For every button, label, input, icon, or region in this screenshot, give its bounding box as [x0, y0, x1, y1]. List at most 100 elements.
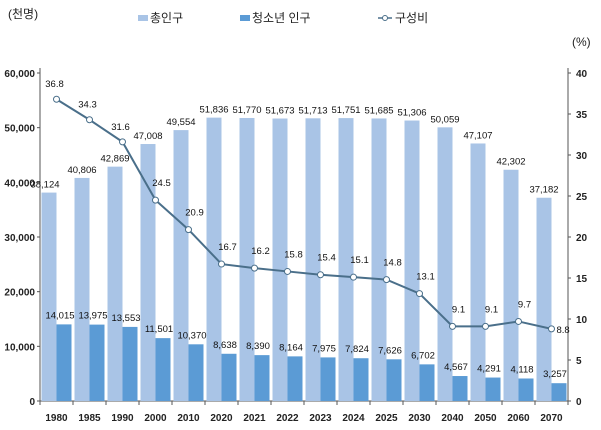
data-label-youth: 7,824 — [345, 344, 369, 355]
data-label-total: 50,059 — [430, 114, 459, 125]
bar-youth-population — [122, 326, 138, 401]
right-axis-unit: (%) — [572, 35, 591, 49]
bar-total-population — [272, 118, 288, 401]
left-axis-unit: (천명) — [8, 6, 38, 21]
point-ratio — [185, 226, 192, 234]
line-ratio — [55, 98, 552, 330]
data-label-youth: 10,370 — [177, 330, 206, 341]
x-axis-tick-label: 2023 — [309, 413, 332, 424]
data-label-ratio: 16.2 — [251, 246, 270, 257]
left-axis-tick-label: 30,000 — [4, 233, 35, 244]
x-axis-tick-label: 2030 — [408, 413, 431, 424]
data-label-youth: 13,553 — [111, 313, 140, 324]
legend-label-total: 총인구 — [150, 11, 183, 25]
point-ratio — [284, 267, 291, 275]
bar-youth-population — [353, 358, 369, 401]
bar-youth-population — [155, 338, 171, 401]
data-label-ratio: 31.6 — [111, 122, 130, 133]
data-label-total: 51,713 — [298, 105, 327, 116]
bar-youth-population — [452, 376, 468, 401]
bar-total-population — [338, 118, 354, 401]
data-label-ratio: 14.8 — [383, 258, 402, 269]
data-label-ratio: 9.1 — [485, 304, 498, 315]
right-axis-tick-label: 30 — [576, 151, 588, 162]
point-ratio — [416, 290, 423, 298]
data-label-youth: 13,975 — [78, 311, 107, 322]
x-axis-tick-label: 2010 — [177, 413, 200, 424]
bar-total-population — [107, 166, 123, 401]
data-label-youth: 7,626 — [378, 345, 402, 356]
data-label-youth: 11,501 — [145, 324, 173, 335]
data-label-total: 47,107 — [463, 130, 492, 141]
data-label-ratio: 13.1 — [416, 272, 435, 283]
bar-youth-population — [254, 355, 270, 401]
point-ratio — [251, 264, 258, 272]
legend-label-ratio: 구성비 — [395, 11, 428, 25]
right-axis-tick-label: 40 — [576, 69, 588, 80]
bar-total-population — [173, 130, 189, 401]
data-label-total: 51,751 — [331, 105, 360, 116]
point-ratio — [53, 95, 60, 103]
x-axis-tick-label: 2040 — [441, 413, 464, 424]
bar-youth-population — [320, 357, 336, 401]
right-axis-tick-label: 15 — [576, 274, 588, 285]
data-label-ratio: 36.8 — [45, 79, 64, 90]
data-label-youth: 7,975 — [312, 343, 336, 354]
data-label-ratio: 15.1 — [350, 255, 369, 266]
left-axis-tick-label: 50,000 — [4, 124, 35, 135]
data-label-youth: 14,015 — [45, 310, 74, 321]
left-axis-tick-label: 20,000 — [4, 288, 35, 299]
x-axis-tick-label: 2000 — [144, 413, 167, 424]
bar-total-population — [404, 120, 420, 402]
data-label-total: 51,836 — [199, 105, 228, 116]
data-label-total: 49,554 — [166, 117, 195, 128]
right-axis-tick-label: 25 — [576, 192, 588, 203]
bar-youth-population — [89, 324, 105, 401]
bar-total-population — [503, 169, 519, 401]
point-ratio — [119, 138, 126, 146]
right-axis-tick-label: 5 — [576, 356, 582, 367]
x-axis-tick-label: 1980 — [45, 413, 68, 424]
data-label-youth: 8,164 — [279, 342, 303, 353]
point-ratio — [317, 271, 324, 279]
data-label-ratio: 16.7 — [218, 242, 237, 253]
data-label-ratio: 24.5 — [152, 178, 171, 189]
data-label-total: 42,869 — [100, 154, 129, 165]
data-label-ratio: 20.9 — [185, 208, 204, 219]
x-axis-tick-label: 2021 — [243, 413, 266, 424]
data-label-total: 51,770 — [232, 105, 261, 116]
data-label-ratio: 9.1 — [452, 304, 465, 315]
bar-total-population — [239, 117, 255, 402]
legend-swatch-total — [138, 15, 148, 21]
data-label-ratio: 15.4 — [317, 253, 336, 264]
x-axis-tick-label: 1990 — [111, 413, 134, 424]
point-ratio — [548, 325, 555, 333]
data-label-ratio: 15.8 — [284, 249, 303, 260]
data-label-youth: 4,118 — [510, 364, 533, 375]
data-label-youth: 4,567 — [444, 362, 468, 373]
x-axis-tick-label: 2020 — [210, 413, 233, 424]
left-axis-tick-label: 40,000 — [4, 178, 35, 189]
bar-total-population — [536, 197, 552, 401]
point-ratio — [86, 116, 93, 124]
data-label-ratio: 9.7 — [518, 299, 531, 310]
right-axis-tick-label: 35 — [576, 110, 588, 121]
left-axis-tick-label: 60,000 — [4, 69, 35, 80]
data-label-total: 51,685 — [364, 105, 393, 116]
data-label-youth: 4,291 — [477, 364, 501, 375]
right-axis-tick-label: 10 — [576, 315, 588, 326]
point-ratio — [383, 276, 390, 284]
data-label-youth: 3,257 — [543, 369, 567, 380]
bar-youth-population — [419, 364, 435, 401]
point-ratio — [350, 273, 357, 281]
bar-youth-population — [221, 353, 237, 401]
data-label-ratio: 34.3 — [78, 100, 97, 111]
bar-youth-population — [386, 359, 402, 401]
bar-total-population — [41, 192, 57, 401]
x-axis-tick-label: 2050 — [474, 413, 497, 424]
bar-youth-population — [518, 378, 534, 401]
data-label-youth: 8,390 — [246, 341, 270, 352]
left-axis-tick-label: 10,000 — [4, 342, 35, 353]
bar-total-population — [470, 143, 486, 401]
